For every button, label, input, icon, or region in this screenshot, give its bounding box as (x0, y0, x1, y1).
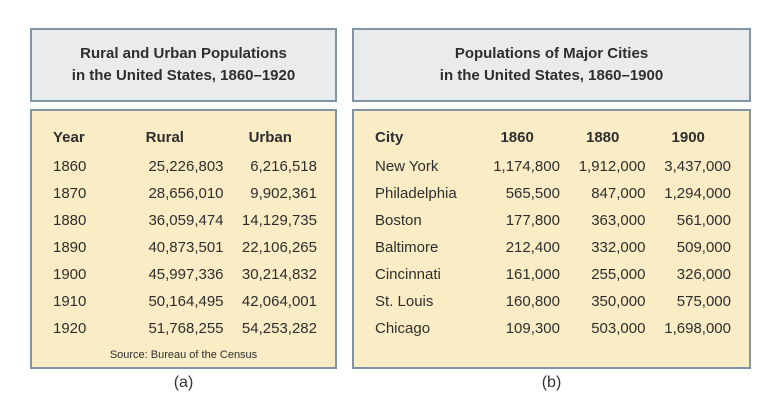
table-cell-city: Baltimore (375, 239, 439, 256)
table-row: 1910 50,164,495 42,064,001 (50, 288, 317, 315)
table-row: 1880 36,059,474 14,129,735 (50, 207, 317, 234)
panel-a: Rural and Urban Populations in the Unite… (30, 28, 337, 392)
table-cell-1860: 212,400 (505, 239, 560, 256)
table-cell-city: Boston (375, 212, 422, 229)
caption-a: (a) (173, 374, 194, 391)
table-a-title-line2: in the United States, 1860–1920 (71, 67, 296, 84)
table-cell-year: 1890 (53, 239, 87, 256)
table-row: 1920 51,768,255 54,253,282 (50, 315, 317, 342)
table-row: 1860 25,226,803 6,216,518 (50, 153, 317, 180)
table-cell-year: 1860 (53, 158, 87, 175)
column-header-city: City (375, 128, 404, 146)
table-cell-rural: 50,164,495 (148, 293, 224, 310)
table-a-body: Year Rural Urban 1860 25,226,803 6,216,5… (30, 109, 337, 369)
table-b-title: Populations of Major Cities in the Unite… (352, 28, 751, 102)
table-cell-city: Philadelphia (375, 185, 457, 202)
table-cell-urban: 54,253,282 (241, 320, 317, 337)
table-cell-urban: 22,106,265 (241, 239, 317, 256)
table-a-title-line1: Rural and Urban Populations (80, 45, 287, 63)
table-cell-urban: 9,902,361 (250, 185, 317, 202)
table-row: Boston 177,800 363,000 561,000 (372, 207, 731, 234)
table-row: New York 1,174,800 1,912,000 3,437,000 (372, 153, 731, 180)
table-cell-1880: 1,912,000 (578, 158, 646, 175)
table-row: 1890 40,873,501 22,106,265 (50, 234, 317, 261)
table-a-title: Rural and Urban Populations in the Unite… (30, 28, 337, 102)
panel-b: Populations of Major Cities in the Unite… (352, 28, 751, 392)
table-row: Baltimore 212,400 332,000 509,000 (372, 234, 731, 261)
table-cell-city: St. Louis (375, 293, 434, 310)
table-row: 1870 28,656,010 9,902,361 (50, 180, 317, 207)
table-b: City 1860 1880 1900 New York 1,174,800 1… (372, 121, 731, 342)
table-b-title-line1: Populations of Major Cities (454, 45, 649, 63)
table-cell-year: 1870 (53, 185, 87, 202)
table-cell-1880: 255,000 (591, 266, 646, 283)
table-cell-urban: 30,214,832 (241, 266, 317, 283)
figure: Rural and Urban Populations in the Unite… (30, 28, 751, 392)
table-cell-city: Chicago (375, 320, 431, 337)
table-row: Cincinnati 161,000 255,000 326,000 (372, 261, 731, 288)
table-cell-1880: 350,000 (591, 293, 646, 310)
table-cell-1900: 1,294,000 (664, 185, 731, 202)
table-b-header-row: City 1860 1880 1900 (372, 121, 731, 153)
table-cell-1900: 575,000 (676, 293, 731, 310)
table-cell-1900: 326,000 (676, 266, 731, 283)
table-cell-1900: 3,437,000 (664, 158, 731, 175)
table-cell-1860: 565,500 (505, 185, 560, 202)
table-cell-rural: 45,997,336 (148, 266, 224, 283)
table-cell-rural: 36,059,474 (148, 212, 224, 229)
table-cell-1860: 160,800 (505, 293, 560, 310)
column-header-year: Year (53, 128, 85, 146)
table-cell-1900: 561,000 (676, 212, 731, 229)
table-row: Philadelphia 565,500 847,000 1,294,000 (372, 180, 731, 207)
table-b-title-line2: in the United States, 1860–1900 (439, 67, 664, 84)
table-cell-1860: 161,000 (505, 266, 560, 283)
column-header-1860: 1860 (500, 128, 534, 146)
table-cell-1860: 177,800 (505, 212, 560, 229)
table-cell-1900: 509,000 (676, 239, 731, 256)
table-cell-rural: 28,656,010 (148, 185, 224, 202)
column-header-rural: Rural (145, 128, 184, 146)
table-a-header-row: Year Rural Urban (50, 121, 317, 153)
table-row: 1900 45,997,336 30,214,832 (50, 261, 317, 288)
table-cell-1880: 503,000 (591, 320, 646, 337)
table-row: Chicago 109,300 503,000 1,698,000 (372, 315, 731, 342)
table-row: St. Louis 160,800 350,000 575,000 (372, 288, 731, 315)
table-cell-1860: 109,300 (505, 320, 560, 337)
table-cell-rural: 51,768,255 (148, 320, 224, 337)
table-cell-urban: 42,064,001 (241, 293, 317, 310)
table-cell-urban: 6,216,518 (250, 158, 317, 175)
table-cell-1860: 1,174,800 (493, 158, 560, 175)
table-a-source: Source: Bureau of the Census (109, 349, 258, 361)
table-cell-year: 1920 (53, 320, 87, 337)
table-cell-rural: 40,873,501 (148, 239, 224, 256)
table-cell-year: 1880 (53, 212, 87, 229)
table-cell-rural: 25,226,803 (148, 158, 224, 175)
column-header-1900: 1900 (671, 128, 705, 146)
table-b-body: City 1860 1880 1900 New York 1,174,800 1… (352, 109, 751, 369)
table-cell-year: 1900 (53, 266, 87, 283)
table-cell-1880: 363,000 (591, 212, 646, 229)
table-cell-year: 1910 (53, 293, 87, 310)
table-cell-city: Cincinnati (375, 266, 441, 283)
caption-b: (b) (541, 374, 562, 391)
table-cell-1900: 1,698,000 (664, 320, 731, 337)
table-cell-urban: 14,129,735 (241, 212, 317, 229)
column-header-1880: 1880 (585, 128, 620, 146)
table-cell-1880: 332,000 (591, 239, 646, 256)
column-header-urban: Urban (248, 128, 292, 146)
table-a: Year Rural Urban 1860 25,226,803 6,216,5… (50, 121, 317, 342)
table-cell-city: New York (375, 158, 439, 175)
table-cell-1880: 847,000 (591, 185, 646, 202)
